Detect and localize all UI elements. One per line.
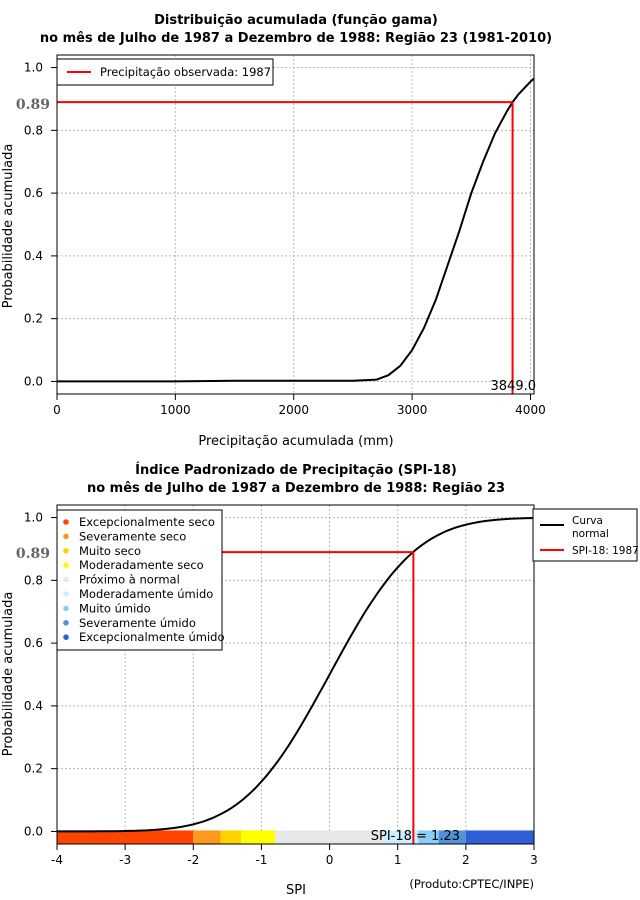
chart-1-x-tick-label: 3000: [397, 403, 428, 417]
chart-1-title: Distribuição acumulada (função gama): [154, 13, 438, 28]
chart-1-xlabel: Precipitação acumulada (mm): [198, 434, 393, 449]
chart-1-subtitle: no mês de Julho de 1987 a Dezembro de 19…: [40, 31, 552, 46]
chart-1-y-tick-label: 0.6: [24, 186, 43, 200]
chart-2: Índice Padronizado de Precipitação (SPI-…: [1, 462, 639, 898]
chart-2-category-legend-dot: [63, 519, 69, 525]
chart-2-category-legend-label: Moderadamente seco: [79, 558, 204, 572]
chart-1-legend: Precipitação observada: 1987: [56, 58, 274, 86]
chart-1-x-tick-label: 0: [53, 403, 61, 417]
chart-2-category-legend-dot: [63, 591, 69, 597]
chart-1-legend-box: [56, 58, 274, 86]
chart-2-category-segment: [220, 830, 241, 844]
chart-2-legend-observed-label: SPI-18: 1987: [572, 545, 639, 557]
chart-2-x-tick-label: 1: [394, 853, 402, 867]
chart-2-x-tick-label: 0: [326, 853, 334, 867]
chart-2-normal-curve: [57, 517, 535, 833]
chart-2-category-segment: [438, 830, 466, 844]
chart-2-y-tick-label: 1.0: [24, 511, 43, 525]
chart-2-category-legend-dot: [63, 548, 69, 554]
chart-2-y-tick-label: 0.0: [24, 824, 43, 838]
chart-2-category-segment: [193, 830, 221, 844]
chart-2-category-legend-label: Muito úmido: [79, 601, 151, 615]
chart-2-y-tick-label: 0.2: [24, 762, 43, 776]
chart-1-probability-label: 0.89: [16, 97, 50, 113]
chart-2-value-label: SPI-18 = 1.23: [371, 829, 460, 844]
chart-2-x-tick-label: -1: [255, 853, 267, 867]
chart-2-category-legend-label: Severamente úmido: [79, 616, 196, 630]
chart-1-y-tick-label: 1.0: [24, 61, 43, 75]
chart-1-x-tick-label: 1000: [160, 403, 191, 417]
chart-2-ticks: -4 -3 -2 -1 0 1 2 3 0.0 0.2 0.4 0.6 0.8 1.0: [24, 511, 538, 867]
chart-2-category-segment: [465, 830, 534, 844]
chart-2-category-band: [57, 830, 534, 844]
chart-1-x-tick-label: 4000: [515, 403, 546, 417]
chart-2-category-segment: [384, 830, 419, 844]
chart-2-category-segment: [275, 830, 385, 844]
chart-2-subtitle: no mês de Julho de 1987 a Dezembro de 19…: [87, 481, 505, 496]
chart-2-x-tick-label: 2: [462, 853, 470, 867]
chart-1-grid: [56, 55, 534, 394]
chart-2-category-segment: [57, 830, 194, 844]
chart-2-probability-label: 0.89: [16, 546, 50, 562]
chart-1-ticks: 0 1000 2000 3000 4000 0.0 0.2 0.4 0.6 0.8 1.0: [24, 61, 546, 417]
chart-2-category-legend-dot: [63, 576, 69, 583]
chart-1-value-label: 3849.0: [491, 379, 537, 394]
chart-2-categories-legend-box: [56, 509, 223, 651]
chart-2-plot-frame: [56, 504, 535, 845]
chart-1-x-tick-label: 2000: [278, 403, 309, 417]
chart-2-category-legend-dot: [63, 634, 69, 640]
chart-1-y-tick-label: 0.8: [24, 123, 43, 137]
chart-2-x-tick-label: -4: [51, 853, 63, 867]
chart-2-category-legend-label: Excepcionalmente seco: [79, 515, 215, 529]
chart-2-legend-box: [532, 508, 638, 562]
chart-2-y-tick-label: 0.8: [24, 573, 43, 587]
chart-1-y-tick-label: 0.4: [24, 249, 43, 263]
chart-1-gamma-curve: [57, 77, 535, 383]
chart-1-y-tick-label: 0.2: [24, 312, 43, 326]
chart-2-x-tick-label: -2: [187, 853, 199, 867]
chart-1-ylabel: Probabilidade acumulada: [1, 144, 16, 309]
chart-2-ylabel: Probabilidade acumulada: [1, 592, 16, 757]
chart-2-x-tick-label: 3: [530, 853, 538, 867]
chart-2-title: Índice Padronizado de Precipitação (SPI-…: [135, 462, 457, 478]
chart-2-x-tick-label: -3: [119, 853, 131, 867]
chart-2-category-legend-label: Excepcionalmente úmido: [79, 630, 224, 644]
chart-2-category-segment: [418, 830, 439, 844]
chart-2-y-tick-label: 0.6: [24, 636, 43, 650]
chart-2-category-legend-label: Próximo à normal: [79, 573, 180, 587]
chart-1-plot-frame: [56, 54, 535, 395]
chart-2-category-segment: [240, 830, 276, 844]
chart-2-xlabel: SPI: [286, 883, 306, 898]
chart-1-y-tick-label: 0.0: [24, 374, 43, 388]
chart-2-category-legend-dot: [63, 620, 69, 626]
chart-2-legend: Curva normal SPI-18: 1987: [532, 508, 639, 562]
chart-1: Distribuição acumulada (função gama) no …: [1, 13, 552, 449]
chart-2-category-legend-dot: [63, 533, 69, 540]
chart-2-y-tick-label: 0.4: [24, 699, 43, 713]
chart-2-category-legend-dot: [63, 562, 69, 568]
chart-1-legend-label: Precipitação observada: 1987: [100, 65, 271, 79]
chart-2-category-legend-label: Moderadamente úmido: [79, 587, 213, 601]
chart-2-category-legend-label: Severamente seco: [79, 529, 186, 543]
chart-2-legend-curve-label: Curva normal: [572, 515, 609, 540]
source-note: (Produto:CPTEC/INPE): [409, 877, 534, 891]
chart-2-category-legend-label: Muito seco: [79, 544, 141, 558]
chart-2-category-legend-dot: [63, 605, 69, 612]
